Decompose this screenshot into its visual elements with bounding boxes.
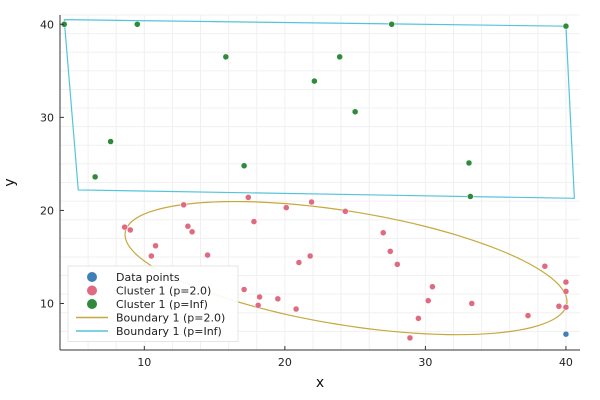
data-point-series-1 xyxy=(250,218,258,225)
y-tick-label: 10 xyxy=(40,297,54,310)
data-point-series-2 xyxy=(134,21,141,28)
data-point-series-1 xyxy=(148,252,155,260)
y-tick-label: 30 xyxy=(40,111,54,124)
data-points xyxy=(60,21,570,342)
tick-labels: 10 20 30 40 10 20 30 40 xyxy=(40,18,573,369)
data-point-series-1 xyxy=(562,303,570,311)
axes xyxy=(59,15,580,351)
data-point-series-1 xyxy=(274,295,282,303)
data-point-series-2 xyxy=(351,108,359,116)
data-point-series-2 xyxy=(465,159,473,167)
data-point-series-1 xyxy=(468,300,476,307)
x-axis-label: x xyxy=(316,375,324,391)
data-point-series-1 xyxy=(562,288,570,295)
data-point-series-1 xyxy=(342,208,349,215)
data-point-series-1 xyxy=(283,204,290,211)
data-point-series-1 xyxy=(245,194,252,201)
data-point-series-1 xyxy=(379,229,387,236)
data-point-series-1 xyxy=(254,302,262,309)
data-point-series-1 xyxy=(240,286,248,293)
x-tick-label: 10 xyxy=(137,356,151,369)
data-point-series-1 xyxy=(424,297,432,304)
data-point-series-1 xyxy=(394,261,401,268)
data-point-series-1 xyxy=(204,251,211,259)
data-point-series-1 xyxy=(387,248,394,255)
data-point-series-2 xyxy=(336,53,343,61)
legend-marker xyxy=(87,285,97,296)
boundary-inf xyxy=(63,19,576,199)
x-tick-label: 20 xyxy=(278,356,292,369)
data-point-series-1 xyxy=(306,252,314,260)
legend-label: Cluster 1 (p=2.0) xyxy=(116,285,211,298)
data-point-series-1 xyxy=(152,242,159,250)
y-tick-label: 40 xyxy=(40,18,54,31)
data-point-series-1 xyxy=(415,315,422,322)
data-point-series-2 xyxy=(107,138,114,145)
data-point-series-1 xyxy=(188,228,196,236)
grid xyxy=(59,14,580,351)
data-point-series-1 xyxy=(180,201,187,209)
data-point-series-1 xyxy=(127,226,134,234)
legend-marker xyxy=(87,272,97,282)
data-point-series-1 xyxy=(121,223,128,231)
x-tick-label: 40 xyxy=(559,356,573,369)
legend-label: Boundary 1 (p=Inf) xyxy=(116,325,222,338)
data-point-series-1 xyxy=(308,198,315,206)
data-point-series-0 xyxy=(562,330,570,338)
data-point-series-1 xyxy=(429,283,436,290)
data-point-series-1 xyxy=(406,334,414,342)
data-point-series-1 xyxy=(555,303,563,310)
data-point-series-2 xyxy=(222,53,230,61)
data-point-series-2 xyxy=(91,173,99,181)
data-point-series-2 xyxy=(562,22,570,30)
data-point-series-1 xyxy=(292,305,300,313)
data-point-series-2 xyxy=(311,77,318,85)
legend-label: Data points xyxy=(116,271,180,284)
x-tick-label: 30 xyxy=(418,356,432,369)
data-point-series-1 xyxy=(562,278,570,286)
legend-marker xyxy=(87,299,97,309)
data-point-series-1 xyxy=(295,259,303,266)
data-point-series-1 xyxy=(256,293,263,301)
legend-label: Cluster 1 (p=Inf) xyxy=(116,298,208,311)
data-point-series-1 xyxy=(524,312,532,319)
data-point-series-1 xyxy=(184,222,192,230)
y-tick-label: 20 xyxy=(40,204,54,217)
legend-label: Boundary 1 (p=2.0) xyxy=(116,312,225,325)
data-point-series-2 xyxy=(388,21,395,28)
y-axis-label: y xyxy=(2,178,18,186)
data-point-series-2 xyxy=(240,162,248,169)
data-point-series-1 xyxy=(541,263,549,270)
data-point-series-2 xyxy=(467,193,474,200)
